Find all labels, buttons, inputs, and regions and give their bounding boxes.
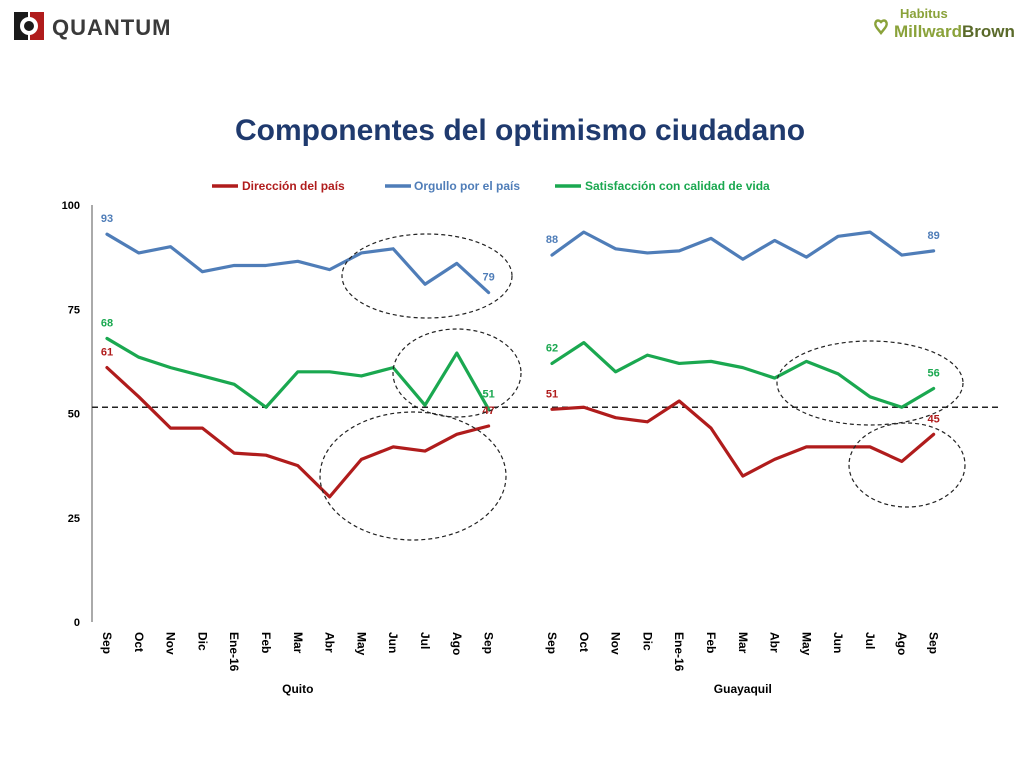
x-tick-label: Sep bbox=[545, 632, 559, 654]
x-tick-label: Jun bbox=[831, 632, 845, 653]
data-label: 51 bbox=[546, 388, 558, 400]
y-tick-label: 0 bbox=[74, 617, 80, 629]
panel-label-quito: Quito bbox=[282, 682, 313, 696]
x-ticks: Sep Oct Nov Dic Ene-16 Feb Mar Abr May Jun Jul Ago S… bbox=[100, 632, 941, 672]
x-tick-label: Oct bbox=[132, 632, 146, 652]
x-tick-label: Dic bbox=[195, 632, 209, 651]
x-tick-label: Abr bbox=[323, 632, 337, 653]
data-labels: 61 47 93 79 68 51 51 45 88 89 62 56 bbox=[101, 213, 940, 425]
series-lines bbox=[105, 230, 936, 499]
y-tick-label: 50 bbox=[68, 409, 80, 421]
panel-label-guayaquil: Guayaquil bbox=[714, 682, 772, 696]
y-ticks: 0 25 50 75 100 bbox=[62, 200, 80, 629]
data-label: 68 bbox=[101, 317, 113, 329]
heart-icon bbox=[874, 19, 888, 36]
data-label: 61 bbox=[101, 347, 113, 359]
x-tick-label: Sep bbox=[100, 632, 114, 654]
legend-label-direccion: Dirección del país bbox=[242, 179, 345, 193]
x-tick-label: Feb bbox=[259, 632, 273, 653]
x-tick-label: Nov bbox=[609, 632, 623, 655]
series-line-guayaquil-2 bbox=[550, 341, 936, 409]
svg-text:MillwardBrown: MillwardBrown bbox=[894, 22, 1015, 41]
x-tick-label: Ago bbox=[450, 632, 464, 655]
x-tick-label: Sep bbox=[927, 632, 941, 654]
highlight-quito-orgullo bbox=[341, 233, 513, 319]
series-line-guayaquil-0 bbox=[550, 399, 936, 478]
series-line-quito-0 bbox=[105, 366, 491, 499]
x-tick-label: Nov bbox=[164, 632, 178, 655]
quantum-logo: QUANTUM bbox=[14, 12, 171, 40]
chart-title: Componentes del optimismo ciudadano bbox=[235, 114, 805, 147]
panel-labels: Quito Guayaquil bbox=[282, 682, 772, 696]
x-tick-label: May bbox=[354, 632, 368, 656]
habitus-text: Habitus bbox=[900, 6, 948, 21]
x-tick-label: Ene-16 bbox=[672, 632, 686, 672]
x-tick-label: Sep bbox=[482, 632, 496, 654]
x-tick-label: Ago bbox=[895, 632, 909, 655]
x-tick-label: Jul bbox=[863, 632, 877, 649]
data-label: 56 bbox=[927, 367, 939, 379]
x-tick-label: Abr bbox=[768, 632, 782, 653]
x-tick-label: Dic bbox=[640, 632, 654, 651]
series-line-quito-2 bbox=[105, 336, 491, 411]
data-label: 51 bbox=[482, 388, 494, 400]
quantum-logo-text: QUANTUM bbox=[52, 15, 171, 40]
y-tick-label: 75 bbox=[68, 304, 80, 316]
millward-brown-logo: Habitus MillwardBrown bbox=[874, 6, 1015, 41]
highlight-quito-satisfaccion bbox=[392, 328, 522, 418]
highlight-quito-direccion bbox=[319, 411, 507, 541]
data-label: 62 bbox=[546, 342, 558, 354]
data-label: 93 bbox=[101, 213, 113, 225]
x-tick-label: May bbox=[799, 632, 813, 656]
x-tick-label: Mar bbox=[291, 632, 305, 654]
series-line-quito-1 bbox=[105, 232, 491, 295]
legend-label-satisfaccion: Satisfacción con calidad de vida bbox=[585, 179, 770, 193]
x-tick-label: Ene-16 bbox=[227, 632, 241, 672]
data-label: 89 bbox=[927, 230, 939, 242]
highlight-ellipses bbox=[319, 233, 966, 541]
data-label: 88 bbox=[546, 234, 558, 246]
highlight-guayaquil-direccion bbox=[848, 422, 966, 508]
y-tick-label: 25 bbox=[68, 513, 80, 525]
highlight-guayaquil-satisfaccion bbox=[776, 340, 964, 426]
x-tick-label: Feb bbox=[704, 632, 718, 653]
data-label: 45 bbox=[927, 413, 939, 425]
series-line-guayaquil-1 bbox=[550, 230, 936, 261]
brown-text: Brown bbox=[962, 22, 1015, 41]
millward-text: Millward bbox=[894, 22, 962, 41]
x-tick-label: Jul bbox=[418, 632, 432, 649]
data-label: 47 bbox=[482, 405, 494, 417]
x-tick-label: Jun bbox=[386, 632, 400, 653]
y-tick-label: 100 bbox=[62, 200, 80, 212]
x-tick-label: Mar bbox=[736, 632, 750, 654]
legend: Dirección del país Orgullo por el país S… bbox=[212, 179, 770, 193]
data-label: 79 bbox=[482, 272, 494, 284]
x-tick-label: Oct bbox=[577, 632, 591, 652]
legend-label-orgullo: Orgullo por el país bbox=[414, 179, 520, 193]
